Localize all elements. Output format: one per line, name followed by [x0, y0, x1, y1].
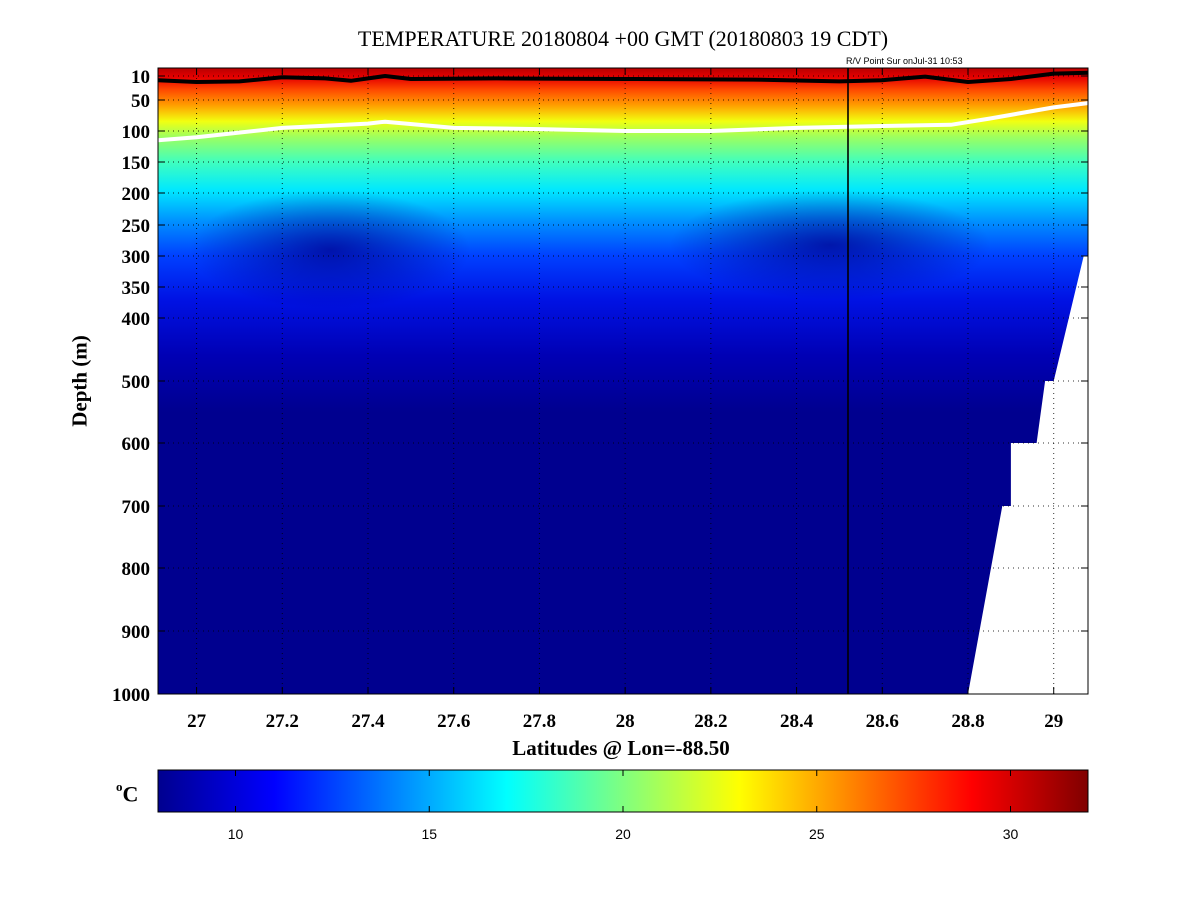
x-axis-label: Latitudes @ Lon=-88.50 — [512, 736, 730, 760]
y-tick-label: 100 — [122, 122, 151, 143]
colorbar-ticks: 10 15 20 25 30 — [228, 770, 1019, 842]
x-tick-label: 27.8 — [523, 711, 556, 732]
y-tick-label: 350 — [122, 278, 151, 299]
unit-letter: C — [122, 781, 139, 807]
x-tick-label: 28.4 — [780, 711, 814, 732]
y-tick-label: 50 — [131, 91, 150, 112]
colorbar-tick-label: 10 — [228, 826, 244, 842]
x-tick-label: 28.6 — [866, 711, 899, 732]
colorbar-tick-label: 30 — [1003, 826, 1019, 842]
x-tick-label: 27.4 — [351, 711, 385, 732]
x-tick-label: 29 — [1044, 711, 1063, 732]
cold-core-left — [190, 190, 470, 310]
y-tick-label: 250 — [122, 216, 151, 237]
y-tick-label: 400 — [122, 309, 151, 330]
x-tick-label: 27 — [187, 711, 207, 732]
x-ticks: 27 27.2 27.4 27.6 27.8 28 28.2 28.4 28.6 28.8 29 — [187, 68, 1063, 732]
ship-note: R/V Point Sur onJul-31 10:53 — [846, 56, 963, 66]
y-tick-label: 900 — [122, 622, 151, 643]
x-tick-label: 28.2 — [694, 711, 727, 732]
y-tick-label: 600 — [122, 434, 151, 455]
y-tick-label: 150 — [122, 153, 151, 174]
cold-core-right — [670, 190, 990, 300]
contour-lines — [158, 70, 1088, 143]
y-ticks: 10 50 100 150 200 250 300 350 400 500 600 700 800 900… — [112, 67, 1088, 706]
colorbar — [157, 769, 1089, 813]
y-tick-label: 700 — [122, 497, 151, 518]
y-tick-label: 300 — [122, 247, 151, 268]
colorbar-unit-label: oC — [116, 779, 139, 807]
y-tick-label: 500 — [122, 372, 151, 393]
colorbar-tick-label: 15 — [421, 826, 437, 842]
seafloor-mask — [968, 256, 1088, 694]
colorbar-tick-label: 25 — [809, 826, 825, 842]
colorbar-tick-label: 20 — [615, 826, 631, 842]
x-tick-label: 28.8 — [951, 711, 984, 732]
degree-symbol: o — [116, 779, 123, 794]
x-tick-label: 27.6 — [437, 711, 470, 732]
y-tick-label: 200 — [122, 184, 151, 205]
chart-title: TEMPERATURE 20180804 +00 GMT (20180803 1… — [357, 26, 889, 51]
plot-area — [158, 68, 1088, 694]
y-tick-label: 800 — [122, 559, 151, 580]
y-tick-label: 10 — [131, 67, 150, 88]
x-tick-label: 27.2 — [266, 711, 299, 732]
contour-line — [158, 101, 1088, 143]
contour-line — [158, 70, 1088, 84]
y-tick-label: 1000 — [112, 685, 150, 706]
x-tick-label: 28 — [616, 711, 635, 732]
